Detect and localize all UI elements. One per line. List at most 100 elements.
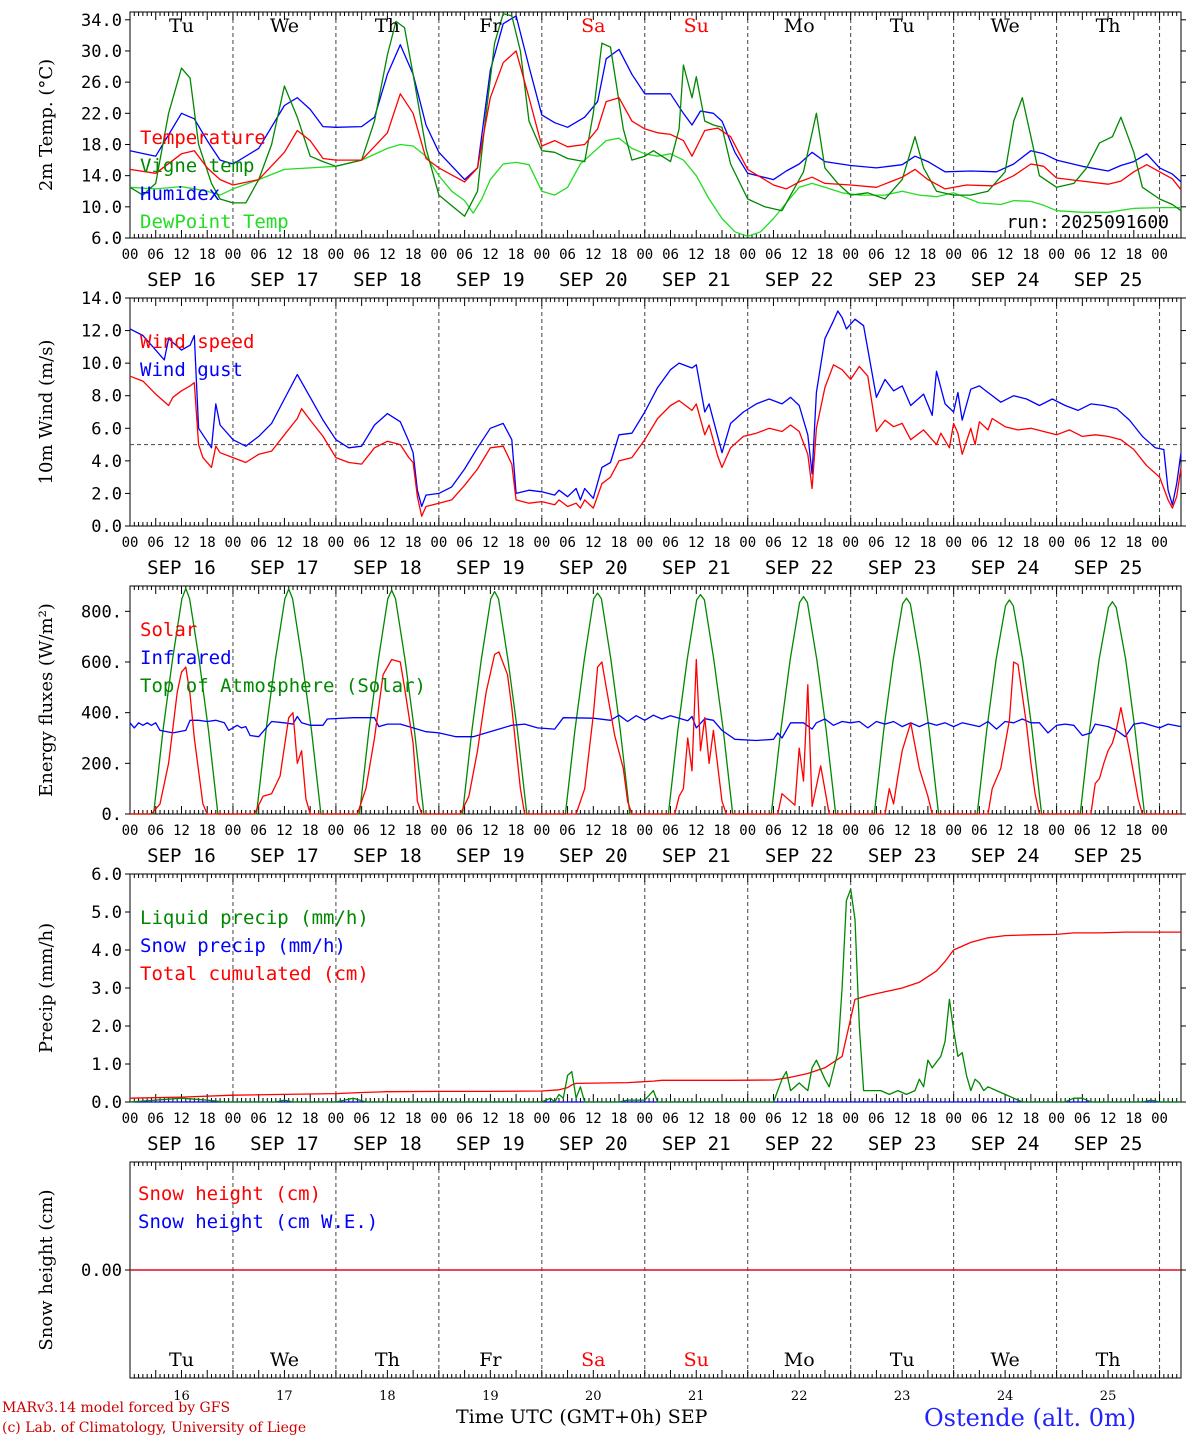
hour-tick-label: 06 — [1074, 1111, 1091, 1127]
date-label: SEP 24 — [971, 1133, 1040, 1155]
y-tick-label: 200. — [81, 754, 122, 774]
hour-tick-label: 00 — [430, 247, 447, 263]
day-of-week-label: Mo — [784, 1349, 815, 1371]
hour-tick-label: 00 — [430, 1111, 447, 1127]
date-label: SEP 17 — [250, 557, 319, 579]
date-label: SEP 17 — [250, 269, 319, 291]
hour-tick-label: 06 — [456, 247, 473, 263]
hour-tick-label: 12 — [1100, 247, 1117, 263]
hour-tick-label: 06 — [559, 247, 576, 263]
date-label: SEP 19 — [456, 1133, 525, 1155]
hour-tick-label: 18 — [1125, 535, 1142, 551]
date-label: SEP 20 — [559, 557, 628, 579]
hour-tick-label: 18 — [302, 823, 319, 839]
hour-tick-label: 00 — [1151, 823, 1168, 839]
hour-tick-label: 12 — [1100, 1111, 1117, 1127]
hour-tick-label: 18 — [817, 247, 834, 263]
day-number-label: 23 — [894, 1389, 911, 1404]
series-line-wind-speed — [129, 364, 1182, 517]
hour-tick-label: 06 — [456, 1111, 473, 1127]
day-of-week-label: We — [991, 15, 1020, 37]
hour-tick-label: 18 — [919, 535, 936, 551]
model-credit: MARv3.14 model forced by GFS — [2, 1400, 231, 1416]
hour-tick-label: 00 — [327, 535, 344, 551]
hour-tick-label: 00 — [945, 1111, 962, 1127]
hour-tick-label: 00 — [739, 247, 756, 263]
hour-tick-label: 00 — [122, 535, 139, 551]
hour-tick-label: 18 — [1022, 535, 1039, 551]
date-label: SEP 18 — [353, 1133, 422, 1155]
y-tick-label: 10.0 — [81, 198, 122, 218]
hour-tick-label: 18 — [199, 1111, 216, 1127]
hour-tick-label: 06 — [662, 823, 679, 839]
date-label: SEP 22 — [765, 845, 834, 867]
hour-tick-label: 12 — [894, 247, 911, 263]
series-line-vigne-temp — [129, 12, 1182, 217]
hour-tick-label: 06 — [765, 535, 782, 551]
hour-tick-label: 18 — [919, 247, 936, 263]
hour-tick-label: 00 — [636, 823, 653, 839]
date-label: SEP 23 — [868, 1133, 937, 1155]
hour-tick-label: 12 — [688, 535, 705, 551]
hour-tick-label: 18 — [817, 823, 834, 839]
hour-tick-label: 18 — [1125, 1111, 1142, 1127]
hour-tick-label: 18 — [302, 535, 319, 551]
series-line-dewpoint-temp — [129, 137, 1181, 238]
date-label: SEP 18 — [353, 269, 422, 291]
panel-2 — [125, 297, 1186, 527]
hour-tick-label: 18 — [199, 247, 216, 263]
y-tick-label: 0.0 — [91, 1093, 122, 1113]
hour-tick-label: 06 — [868, 1111, 885, 1127]
hour-tick-label: 06 — [250, 1111, 267, 1127]
date-label: SEP 19 — [456, 269, 525, 291]
day-of-week-label: Mo — [784, 15, 815, 37]
day-number-label: 18 — [379, 1389, 396, 1404]
y-tick-label: 2.0 — [91, 484, 122, 504]
hour-tick-label: 12 — [482, 823, 499, 839]
day-of-week-label: Th — [375, 15, 400, 37]
hour-tick-label: 12 — [791, 1111, 808, 1127]
date-label: SEP 17 — [250, 845, 319, 867]
time-axis-label: Time UTC (GMT+0h) SEP — [456, 1406, 707, 1428]
hour-tick-label: 06 — [1074, 535, 1091, 551]
hour-tick-label: 00 — [739, 823, 756, 839]
day-number-label: 22 — [791, 1389, 808, 1404]
date-label: SEP 25 — [1074, 1133, 1143, 1155]
hour-tick-label: 12 — [997, 247, 1014, 263]
hour-tick-label: 12 — [276, 247, 293, 263]
hour-tick-label: 06 — [868, 823, 885, 839]
y-tick-label: 6.0 — [91, 865, 122, 885]
hour-tick-label: 06 — [353, 823, 370, 839]
hour-tick-label: 00 — [1048, 535, 1065, 551]
hour-tick-label: 12 — [173, 247, 190, 263]
hour-tick-label: 00 — [327, 247, 344, 263]
day-of-week-label: We — [270, 1349, 299, 1371]
y-tick-label: 34.0 — [81, 11, 122, 31]
legend-entry: Temperature — [140, 127, 266, 149]
hour-tick-label: 06 — [765, 823, 782, 839]
date-label: SEP 19 — [456, 557, 525, 579]
hour-tick-label: 06 — [971, 247, 988, 263]
hour-tick-label: 06 — [147, 535, 164, 551]
day-of-week-label: Th — [1096, 1349, 1121, 1371]
date-label: SEP 23 — [868, 269, 937, 291]
day-number-label: 17 — [276, 1389, 293, 1404]
legend-entry: Wind speed — [140, 331, 254, 353]
hour-tick-label: 18 — [405, 535, 422, 551]
y-tick-label: 8.0 — [91, 387, 122, 407]
date-label: SEP 25 — [1074, 557, 1143, 579]
hour-tick-label: 00 — [1151, 1111, 1168, 1127]
date-label: SEP 16 — [147, 269, 216, 291]
hour-tick-label: 18 — [508, 1111, 525, 1127]
hour-tick-label: 06 — [250, 823, 267, 839]
hour-tick-label: 06 — [147, 247, 164, 263]
legend-entry: Liquid precip (mm/h) — [140, 907, 369, 929]
panel-5 — [125, 1161, 1186, 1379]
hour-tick-label: 18 — [302, 1111, 319, 1127]
hour-tick-label: 12 — [379, 1111, 396, 1127]
panel-3 — [125, 585, 1186, 815]
date-label: SEP 24 — [971, 269, 1040, 291]
hour-tick-label: 18 — [817, 535, 834, 551]
series-line-infrared — [129, 714, 1182, 742]
